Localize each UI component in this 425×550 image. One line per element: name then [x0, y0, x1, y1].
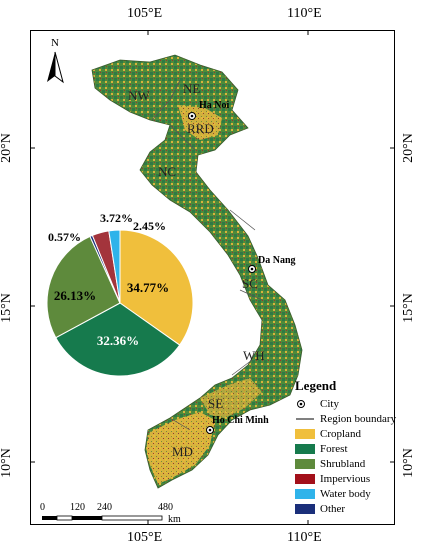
legend: Legend City Region boundary Cropland Forest…: [295, 378, 423, 516]
region-label-wh: WH: [243, 348, 265, 363]
pie-label-0: 34.77%: [127, 280, 169, 295]
bottom-lon-label-105: 105°E: [127, 530, 163, 545]
legend-label: Water body: [320, 487, 371, 500]
legend-symbol: [295, 428, 315, 439]
legend-item-shrubland: Shrubland: [295, 456, 423, 471]
legend-item-water-body: Water body: [295, 486, 423, 501]
legend-item-city: City: [295, 396, 423, 411]
pie-slice-2: [46, 235, 121, 339]
scale-unit: km: [168, 514, 181, 525]
legend-symbol: [295, 414, 315, 423]
top-lon-label-110: 110°E: [287, 6, 322, 21]
region-label-se: SE: [208, 396, 223, 411]
southeast-cropland: [200, 378, 262, 418]
city-ho-chi-minh: Ho Chi Minh: [206, 415, 269, 434]
pie-label-3: 0.57%: [48, 230, 81, 244]
mekong-delta-cropland: [146, 412, 215, 484]
legend-item-forest: Forest: [295, 441, 423, 456]
legend-symbol: [295, 399, 315, 408]
legend-symbol: [295, 473, 315, 484]
legend-symbol: [295, 458, 315, 469]
legend-label: Shrubland: [320, 457, 366, 470]
pie-label-5: 2.45%: [133, 219, 166, 233]
region-label-md: MD: [172, 444, 193, 459]
bottom-lon-label-110: 110°E: [287, 530, 322, 545]
city-label-da-nang: Da Nang: [258, 255, 296, 266]
north-arrow: N: [47, 37, 64, 84]
legend-title: Legend: [295, 378, 337, 393]
pie-label-1: 32.36%: [97, 333, 139, 348]
legend-label: Cropland: [320, 427, 361, 440]
region-label-rrd: RRD: [187, 121, 214, 136]
graticule-ticks: [30, 30, 395, 525]
city-da-nang: Da Nang: [248, 255, 296, 273]
city-label-ha-noi: Ha Noi: [199, 100, 230, 111]
pie-label-2: 26.13%: [54, 288, 96, 303]
legend-symbol: [295, 488, 315, 499]
pie-slice-0: [119, 229, 194, 346]
pie-label-4: 3.72%: [100, 211, 133, 225]
pie-slice-5: [108, 229, 121, 304]
scale-tick-120: 120: [70, 502, 85, 513]
scale-tick-0: 0: [40, 502, 45, 513]
legend-label: Other: [320, 502, 346, 515]
city-ha-noi: Ha Noi: [188, 100, 230, 120]
legend-item-region-boundary: Region boundary: [295, 411, 423, 426]
region-label-sc: SC: [242, 276, 258, 291]
region-label-ne: NE: [183, 81, 200, 96]
legend-label: Forest: [320, 442, 348, 455]
legend-item-cropland: Cropland: [295, 426, 423, 441]
legend-symbol: [295, 503, 315, 514]
region-boundaries: [151, 79, 263, 431]
scale-tick-480: 480: [158, 502, 173, 513]
legend-label: City: [320, 397, 339, 410]
region-label-nc: NC: [158, 164, 176, 179]
legend-symbol: [295, 443, 315, 454]
legend-item-other: Other: [295, 501, 423, 516]
city-label-ho-chi-minh: Ho Chi Minh: [212, 415, 269, 426]
top-lon-label-105: 105°E: [127, 6, 163, 21]
landcover-pie-chart: 34.77% 32.36% 26.13% 0.57% 3.72%2.45%: [46, 211, 194, 377]
legend-label: Impervious: [320, 472, 371, 485]
legend-label: Region boundary: [320, 412, 397, 425]
region-label-nw: NW: [128, 88, 150, 103]
scale-tick-240: 240: [97, 502, 112, 513]
legend-item-impervious: Impervious: [295, 471, 423, 486]
north-arrow-label: N: [51, 37, 59, 49]
scale-bar: 0 120 240 480 km: [40, 500, 240, 530]
